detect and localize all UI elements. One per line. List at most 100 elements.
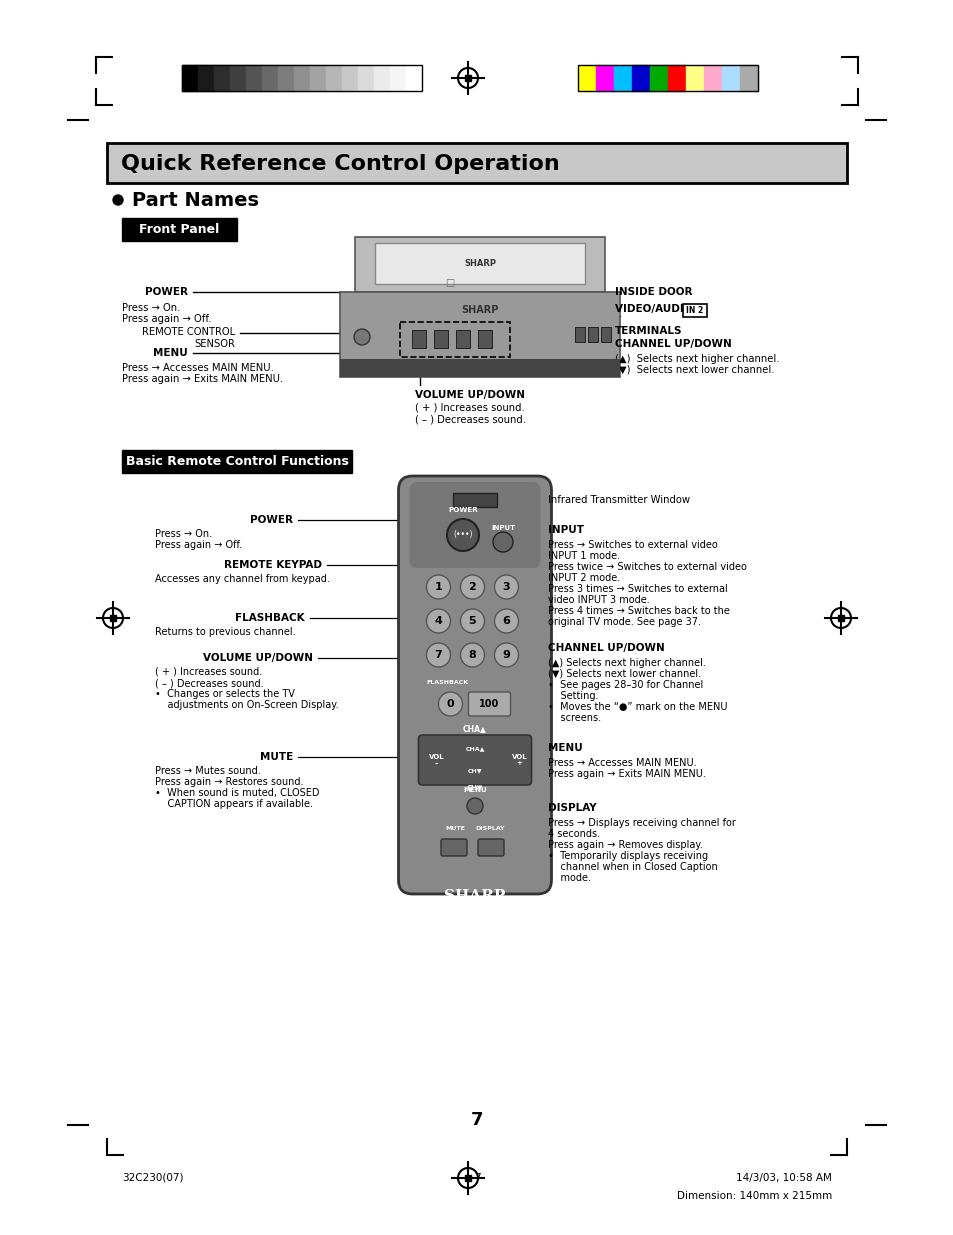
Bar	[339, 359, 619, 377]
Text: 7: 7	[470, 1112, 483, 1129]
Text: (▲) Selects next higher channel.: (▲) Selects next higher channel.	[547, 658, 705, 668]
Text: FLASHBACK: FLASHBACK	[235, 613, 305, 622]
Text: MUTE: MUTE	[445, 826, 464, 831]
Bar	[477, 330, 492, 348]
Bar	[341, 65, 357, 91]
Bar	[434, 330, 448, 348]
Text: VOLUME UP/DOWN: VOLUME UP/DOWN	[415, 390, 524, 400]
Text: •  Temporarily displays receiving: • Temporarily displays receiving	[547, 851, 707, 861]
Text: Press again → Restores sound.: Press again → Restores sound.	[154, 777, 303, 787]
Bar	[182, 65, 198, 91]
Text: CHANNEL UP/DOWN: CHANNEL UP/DOWN	[547, 643, 664, 653]
Text: CHANNEL UP/DOWN: CHANNEL UP/DOWN	[615, 338, 731, 350]
Text: Press again → Exits MAIN MENU.: Press again → Exits MAIN MENU.	[547, 769, 705, 779]
Text: Quick Reference Control Operation: Quick Reference Control Operation	[121, 154, 559, 174]
Text: Basic Remote Control Functions: Basic Remote Control Functions	[126, 454, 348, 468]
FancyBboxPatch shape	[468, 692, 510, 716]
Bar	[310, 65, 326, 91]
Bar	[685, 65, 703, 91]
Text: Press twice → Switches to external video: Press twice → Switches to external video	[547, 562, 746, 572]
Bar	[326, 65, 341, 91]
Text: 32C230(07): 32C230(07)	[122, 1173, 183, 1183]
Text: 1: 1	[435, 582, 442, 592]
Circle shape	[494, 643, 518, 667]
Bar	[374, 65, 390, 91]
Text: Setting.: Setting.	[547, 692, 598, 701]
Circle shape	[493, 532, 513, 552]
Text: channel when in Closed Caption: channel when in Closed Caption	[547, 862, 717, 872]
Bar	[399, 322, 510, 357]
Text: INPUT: INPUT	[547, 525, 583, 535]
Text: adjustments on On-Screen Display.: adjustments on On-Screen Display.	[154, 700, 338, 710]
Bar	[631, 65, 649, 91]
Circle shape	[426, 576, 450, 599]
Text: VOL
+: VOL +	[511, 753, 527, 766]
Text: 3: 3	[502, 582, 510, 592]
Text: 100: 100	[478, 699, 499, 709]
Circle shape	[494, 576, 518, 599]
Circle shape	[460, 643, 484, 667]
Text: •  Changes or selects the TV: • Changes or selects the TV	[154, 689, 294, 699]
Bar	[596, 65, 614, 91]
Text: (▲)  Selects next higher channel.: (▲) Selects next higher channel.	[615, 354, 779, 364]
Bar	[230, 65, 246, 91]
Bar	[740, 65, 758, 91]
Text: 4: 4	[435, 616, 442, 626]
Bar	[122, 450, 352, 473]
FancyBboxPatch shape	[339, 291, 619, 377]
Text: MENU: MENU	[462, 787, 486, 793]
Bar	[406, 65, 421, 91]
Text: Press → On.: Press → On.	[122, 303, 180, 312]
Text: Press → On.: Press → On.	[154, 529, 212, 538]
Bar	[614, 65, 631, 91]
Text: Dimension: 140mm x 215mm: Dimension: 140mm x 215mm	[676, 1191, 831, 1200]
Text: FLASHBACK: FLASHBACK	[426, 680, 468, 685]
FancyBboxPatch shape	[477, 839, 503, 856]
Text: Press → Accesses MAIN MENU.: Press → Accesses MAIN MENU.	[122, 363, 274, 373]
Text: Returns to previous channel.: Returns to previous channel.	[154, 627, 295, 637]
Text: CHA▲: CHA▲	[465, 746, 484, 752]
Text: screens.: screens.	[547, 713, 600, 722]
Circle shape	[354, 329, 370, 345]
Text: 7: 7	[435, 650, 442, 659]
Text: •  When sound is muted, CLOSED: • When sound is muted, CLOSED	[154, 788, 319, 798]
Text: CH▼: CH▼	[467, 768, 482, 773]
Text: CAPTION appears if available.: CAPTION appears if available.	[154, 799, 313, 809]
Text: 4 seconds.: 4 seconds.	[547, 829, 599, 839]
Circle shape	[426, 643, 450, 667]
Bar	[110, 615, 116, 621]
Text: •  Moves the “●” mark on the MENU: • Moves the “●” mark on the MENU	[547, 701, 727, 713]
Text: Press → Displays receiving channel for: Press → Displays receiving channel for	[547, 818, 735, 827]
FancyBboxPatch shape	[398, 475, 551, 894]
Bar	[578, 65, 596, 91]
Text: TV: TV	[467, 906, 481, 918]
Text: CHA▲: CHA▲	[462, 724, 486, 734]
Text: (▼) Selects next lower channel.: (▼) Selects next lower channel.	[547, 669, 700, 679]
Text: REMOTE CONTROL: REMOTE CONTROL	[142, 327, 234, 337]
Text: Press again → Removes display.: Press again → Removes display.	[547, 840, 702, 850]
Text: 9: 9	[502, 650, 510, 659]
Text: POWER: POWER	[145, 287, 188, 296]
Text: Press again → Off.: Press again → Off.	[122, 314, 212, 324]
Text: Press 4 times → Switches back to the: Press 4 times → Switches back to the	[547, 606, 729, 616]
Text: DISPLAY: DISPLAY	[547, 803, 596, 813]
Bar	[357, 65, 374, 91]
Text: original TV mode. See page 37.: original TV mode. See page 37.	[547, 618, 700, 627]
Text: POWER: POWER	[250, 515, 293, 525]
Bar	[667, 65, 685, 91]
Bar	[703, 65, 721, 91]
Circle shape	[426, 609, 450, 634]
Text: 0: 0	[446, 699, 454, 709]
FancyBboxPatch shape	[440, 839, 467, 856]
Text: INPUT 2 mode.: INPUT 2 mode.	[547, 573, 619, 583]
Text: ( – ) Decreases sound.: ( – ) Decreases sound.	[154, 678, 263, 688]
Text: 6: 6	[502, 616, 510, 626]
Bar	[600, 327, 610, 342]
Bar	[649, 65, 667, 91]
Text: INSIDE DOOR: INSIDE DOOR	[615, 287, 692, 296]
Text: IN 2: IN 2	[685, 306, 703, 315]
Text: Part Names: Part Names	[132, 190, 258, 210]
Circle shape	[112, 195, 123, 205]
FancyBboxPatch shape	[418, 735, 531, 785]
Text: CH▼: CH▼	[466, 784, 482, 790]
